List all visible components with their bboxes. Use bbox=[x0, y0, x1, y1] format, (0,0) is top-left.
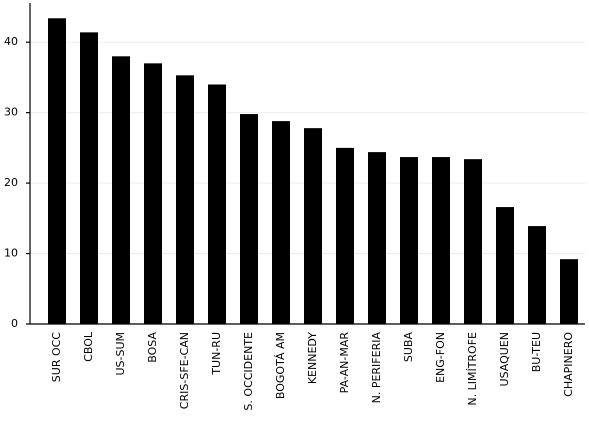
x-tick-label: TUN-RU bbox=[210, 332, 223, 376]
bar bbox=[432, 157, 450, 324]
bar bbox=[272, 121, 290, 325]
x-tick-label: US-SUM bbox=[114, 332, 127, 376]
bar bbox=[304, 128, 322, 324]
bar bbox=[240, 114, 258, 324]
bar bbox=[496, 207, 514, 324]
bar bbox=[464, 159, 482, 324]
x-tick-label: CHAPINERO bbox=[562, 332, 575, 397]
x-tick-label: S. OCCIDENTE bbox=[242, 332, 255, 411]
x-tick-label: BOGOTÁ AM bbox=[274, 332, 287, 399]
bar bbox=[560, 259, 578, 324]
bar bbox=[48, 18, 66, 324]
x-tick-label: ENG-FON bbox=[434, 332, 447, 383]
bar bbox=[368, 152, 386, 324]
y-tick-label: 0 bbox=[11, 317, 18, 330]
x-tick-label: N. LIMÍTROFE bbox=[466, 332, 479, 406]
x-tick-label: PA-AN-MAR bbox=[338, 332, 351, 394]
bar bbox=[112, 56, 130, 325]
x-tick-label: N. PERIFERIA bbox=[370, 332, 383, 404]
x-tick-label: CBOL bbox=[82, 331, 95, 362]
y-tick-label: 30 bbox=[4, 106, 18, 119]
y-tick-label: 10 bbox=[4, 247, 18, 260]
x-tick-label: KENNEDY bbox=[306, 332, 319, 384]
x-tick-label: SUR OCC bbox=[50, 332, 63, 383]
bar bbox=[80, 32, 98, 325]
y-tick-label: 20 bbox=[4, 176, 18, 189]
x-tick-label: BU-TEU bbox=[530, 332, 543, 372]
bar bbox=[144, 63, 162, 324]
bar bbox=[400, 157, 418, 324]
x-tick-label: CRIS-SFE-CAN bbox=[178, 332, 191, 409]
x-tick-label: USAQUEN bbox=[498, 332, 511, 386]
bar bbox=[336, 147, 354, 324]
bar bbox=[528, 226, 546, 324]
bar bbox=[176, 75, 194, 324]
x-tick-label: SUBA bbox=[402, 332, 415, 363]
bar bbox=[208, 84, 226, 324]
x-tick-label: BOSA bbox=[146, 332, 159, 363]
y-tick-label: 40 bbox=[4, 35, 18, 48]
